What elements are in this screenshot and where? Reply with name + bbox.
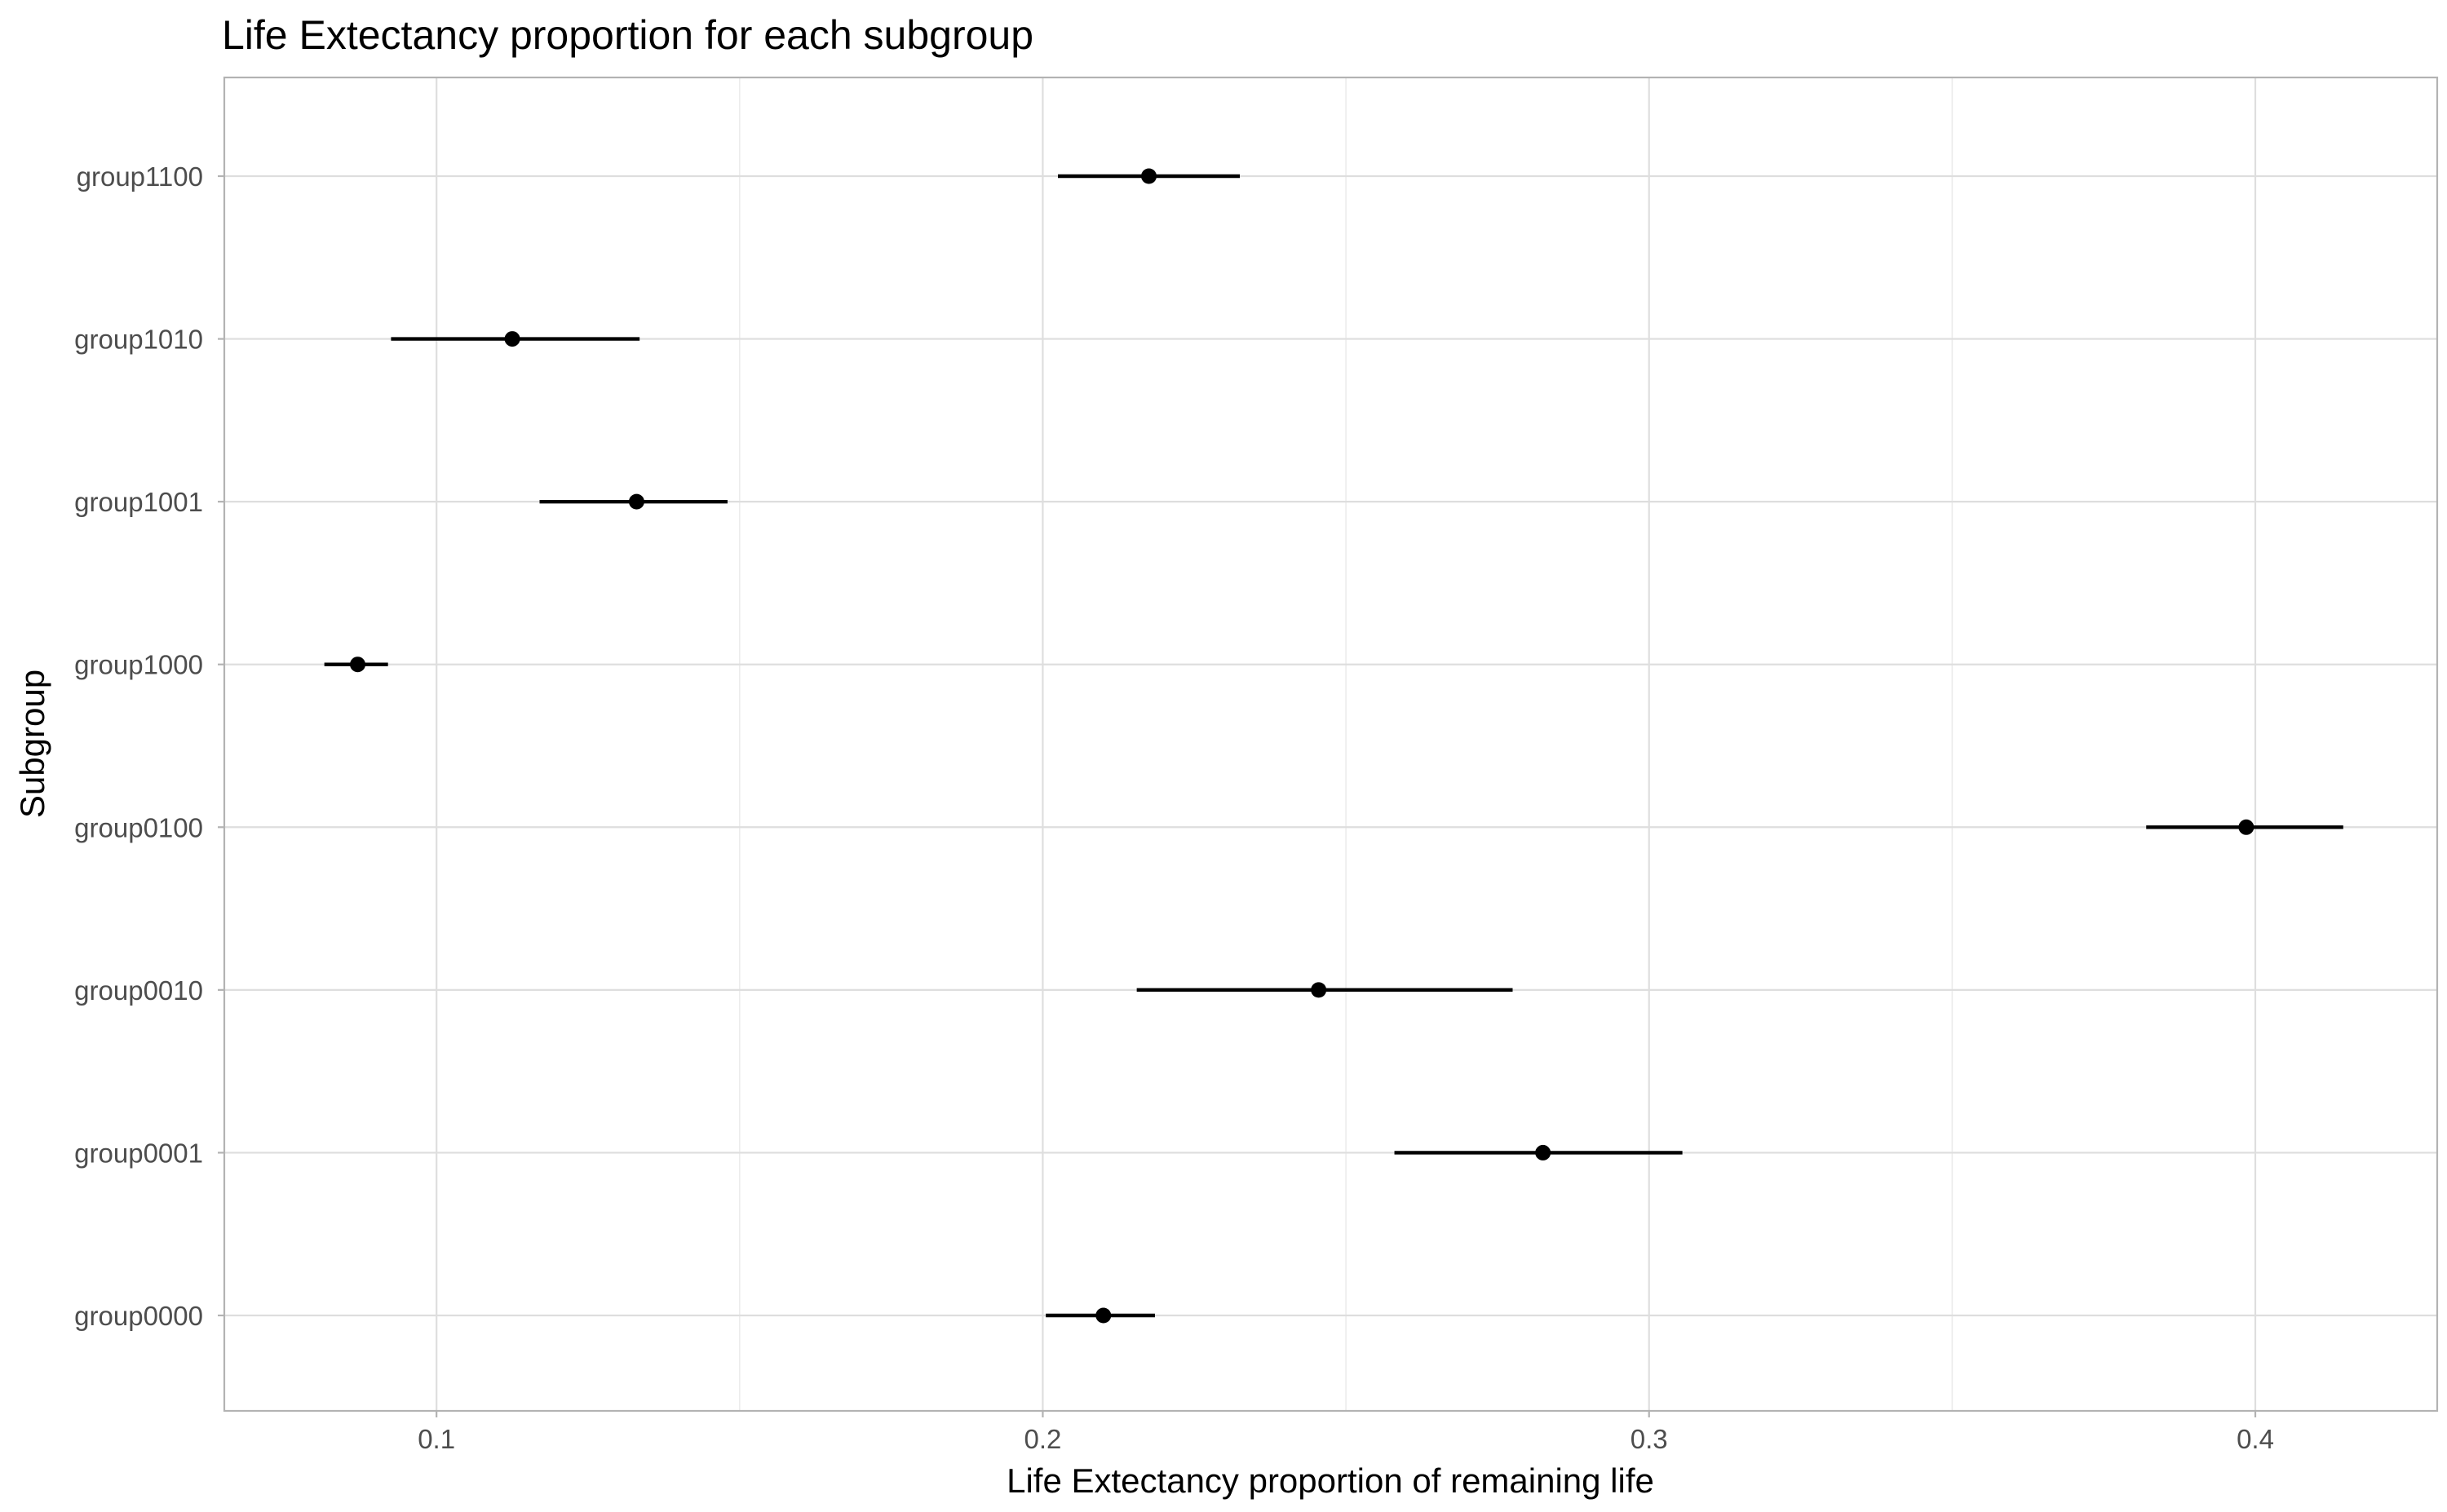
x-axis-title: Life Extectancy proportion of remaining …	[1007, 1461, 1654, 1500]
data-point	[1095, 1307, 1112, 1324]
x-tick-label: 0.4	[2237, 1424, 2274, 1454]
x-tick-label: 0.2	[1024, 1424, 1062, 1454]
y-tick-label: group0100	[74, 812, 203, 842]
y-tick-label: group1001	[74, 487, 203, 517]
y-tick-label: group0001	[74, 1138, 203, 1168]
y-tick-label: group1000	[74, 650, 203, 680]
data-point	[1311, 982, 1327, 998]
y-axis-title: Subgroup	[13, 670, 51, 818]
data-point	[350, 657, 366, 673]
grid	[224, 77, 2437, 1411]
data-point	[2238, 819, 2255, 835]
y-tick-label: group1100	[77, 161, 203, 192]
y-axis-ticks: group0000 group0001 group0010 group0100 grou…	[74, 161, 224, 1331]
data-point	[1535, 1144, 1551, 1161]
data-marks	[324, 168, 2343, 1324]
x-tick-label: 0.3	[1631, 1424, 1668, 1454]
x-tick-label: 0.1	[418, 1424, 455, 1454]
plot-panel	[223, 76, 2439, 1413]
data-point	[1141, 168, 1157, 184]
data-point	[628, 493, 644, 510]
y-tick-label: group0010	[74, 975, 203, 1006]
chart-title: Life Extectancy proportion for each subg…	[222, 12, 1033, 58]
x-axis-ticks: 0.1 0.2 0.3 0.4	[418, 1411, 2274, 1454]
data-point	[504, 331, 520, 347]
y-tick-label: group0000	[74, 1301, 203, 1331]
y-tick-label: group1010	[74, 325, 203, 355]
